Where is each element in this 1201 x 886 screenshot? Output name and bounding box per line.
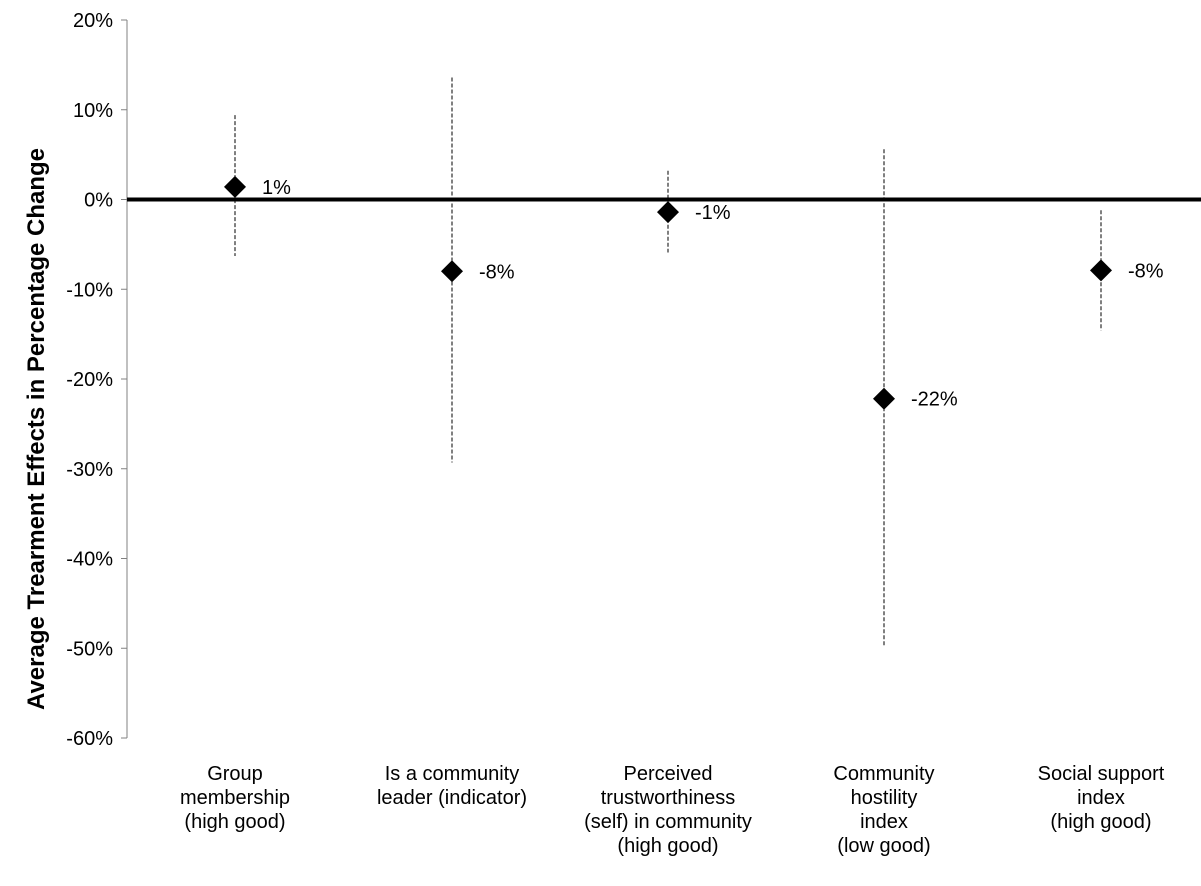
data-point-marker [1090,259,1112,282]
data-label: -8% [479,261,515,283]
y-tick-label: 10% [73,100,113,122]
category-label: Community hostility index (low good) [833,763,934,857]
category-label: Group membership (high good) [180,763,290,833]
category-label-line: index [1077,787,1125,809]
data-point-marker [224,175,246,198]
y-tick-label: -50% [66,638,113,660]
confidence-intervals [234,77,1102,647]
category-label-line: (high good) [617,835,718,857]
y-tick-label: -20% [66,369,113,391]
y-tick-label: -10% [66,279,113,301]
y-axis-title: Average Trearment Effects in Percentage … [23,148,50,710]
category-label-line: Is a community [385,763,519,785]
category-label-line: (self) in community [584,811,752,833]
y-tick-label: -40% [66,549,113,571]
category-label: Is a community leader (indicator) [377,763,527,809]
data-label: -8% [1128,260,1164,282]
category-label-line: index [860,811,908,833]
category-label-line: Social support [1038,763,1165,785]
category-label-line: Perceived [624,763,713,785]
category-label-line: (high good) [1050,811,1151,833]
data-label: 1% [262,177,291,199]
y-axis: 20% 10% 0% -10% -20% -30% -40% -50% -60% [66,10,128,750]
data-point-marker [657,201,679,224]
category-label-line: (high good) [184,811,285,833]
data-label: -1% [695,202,731,224]
data-labels: 1% -8% -1% -22% -8% [262,177,1164,411]
x-axis-categories: Group membership (high good)Is a community… [180,763,1165,857]
data-markers [224,175,1112,410]
category-label: Perceived trustworthiness (self) in commun… [584,763,752,857]
category-label-line: membership [180,787,290,809]
category-label-line: trustworthiness [601,787,736,809]
y-tick-label: -60% [66,728,113,750]
category-label-line: hostility [851,787,918,809]
category-label: Social support index (high good) [1038,763,1165,833]
category-label-line: Community [833,763,934,785]
data-point-marker [873,387,895,410]
data-label: -22% [911,389,958,411]
category-label-line: Group [207,763,263,785]
category-label-line: leader (indicator) [377,787,527,809]
y-tick-label: 0% [84,190,113,212]
y-tick-label: 20% [73,10,113,32]
data-point-marker [441,260,463,283]
category-label-line: (low good) [837,835,930,857]
y-tick-label: -30% [66,459,113,481]
